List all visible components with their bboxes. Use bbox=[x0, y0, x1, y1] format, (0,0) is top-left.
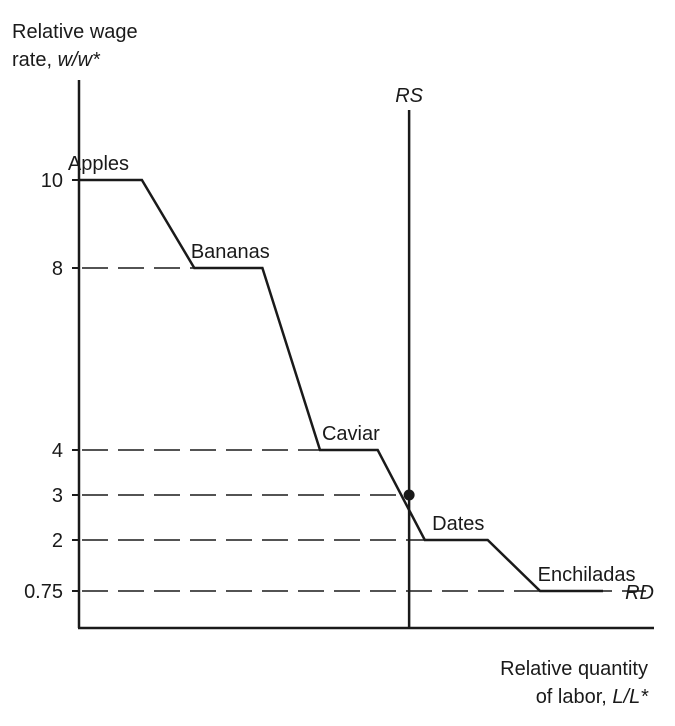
good-label: Bananas bbox=[191, 241, 270, 263]
y-ticks: 10 8 4 3 2 0.75 bbox=[24, 170, 79, 603]
rd-curve-group: RD bbox=[79, 178, 654, 604]
y-axis-title-italic: w/w* bbox=[58, 49, 101, 71]
rd-label: RD bbox=[625, 582, 654, 604]
good-label: Apples bbox=[68, 153, 129, 175]
y-tick-label: 8 bbox=[52, 258, 63, 280]
y-tick-label: 2 bbox=[52, 530, 63, 552]
good-label: Enchiladas bbox=[538, 564, 636, 586]
good-label: Caviar bbox=[322, 423, 380, 445]
goods-labels: Apples Bananas Caviar Dates Enchiladas bbox=[68, 153, 636, 586]
good-label: Dates bbox=[432, 513, 484, 535]
axes bbox=[77, 80, 654, 630]
y-tick-label: 3 bbox=[52, 485, 63, 507]
equilibrium-point bbox=[403, 489, 415, 501]
y-tick-label: 10 bbox=[41, 170, 63, 192]
axis-titles: Relative wage rate, w/w* Relative quanti… bbox=[12, 21, 649, 708]
y-tick-label: 4 bbox=[52, 440, 63, 462]
y-axis-title-line2: rate, w/w* bbox=[12, 49, 101, 71]
rs-group: RS bbox=[395, 85, 424, 628]
rs-label: RS bbox=[395, 85, 423, 107]
rd-curve bbox=[79, 178, 603, 593]
x-axis-title-prefix: of labor, bbox=[536, 686, 613, 708]
x-axis-title-line1: Relative quantity bbox=[500, 658, 648, 680]
x-axis-title-italic: L/L* bbox=[612, 686, 649, 708]
y-axis-title-prefix: rate, bbox=[12, 49, 58, 71]
y-tick-label: 0.75 bbox=[24, 581, 63, 603]
x-axis-title-line2: of labor, L/L* bbox=[536, 686, 650, 708]
y-axis-title-line1: Relative wage bbox=[12, 21, 138, 43]
